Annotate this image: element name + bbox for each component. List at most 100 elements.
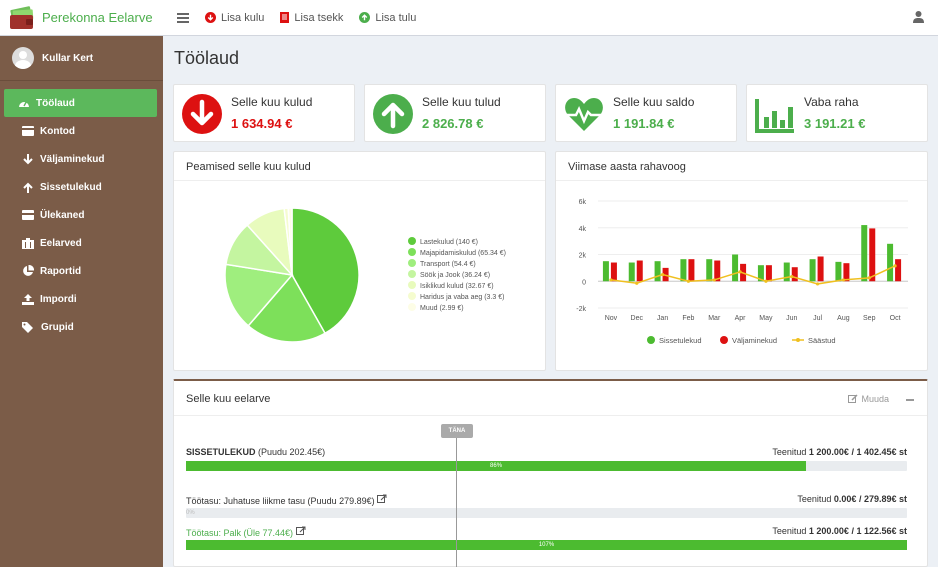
x-tick-label: Jan xyxy=(657,315,668,322)
expense-bar xyxy=(662,267,669,282)
app-logo[interactable]: Perekonna Eelarve xyxy=(0,0,163,36)
savings-point xyxy=(815,282,820,286)
x-tick-label: May xyxy=(759,315,773,322)
savings-point xyxy=(790,274,794,279)
pie-slice xyxy=(247,273,327,343)
external-link-icon[interactable] xyxy=(377,494,387,504)
income-bar xyxy=(654,261,661,282)
legend-marker xyxy=(408,248,416,256)
pie-slice xyxy=(291,207,360,335)
panel-title: Peamised selle kuu kulud xyxy=(174,152,545,181)
edit-icon xyxy=(848,394,858,403)
sidebar-item-sissetulekud[interactable]: Sissetulekud xyxy=(4,173,157,201)
expense-bar xyxy=(843,263,850,282)
sidebar-item-eelarved[interactable]: Eelarved xyxy=(4,229,157,257)
income-bar xyxy=(680,259,687,282)
info-box-free-money: Vaba raha 3 191.21 € xyxy=(746,84,928,142)
savings-line xyxy=(610,265,896,285)
expense-bar xyxy=(714,260,721,282)
legend-label: Haridus ja vaba aeg (3.3 €) xyxy=(420,294,504,301)
legend-label: Transport (54.4 €) xyxy=(420,261,476,268)
legend-marker xyxy=(647,336,655,344)
expense-pie-chart: Lastekulud (140 €) Majapidamiskulud (65.3… xyxy=(224,207,506,343)
add-expense-link[interactable]: Lisa kulu xyxy=(205,12,264,24)
today-line xyxy=(456,438,457,567)
tag-icon xyxy=(22,321,33,333)
avatar xyxy=(12,47,34,69)
legend-label: Söök ja Jook (36.24 €) xyxy=(420,272,490,279)
external-link-icon[interactable] xyxy=(295,526,306,536)
budget-progress-bar: 107% xyxy=(186,540,907,550)
budget-row-board-fee: Töötasu: Juhatuse liikme tasu (Puudu 279… xyxy=(186,494,907,506)
pie-icon xyxy=(23,265,34,276)
info-box-value: 2 826.78 € xyxy=(422,116,484,131)
expense-bar xyxy=(636,260,643,282)
plus-circle-icon xyxy=(359,12,371,23)
savings-point xyxy=(609,278,613,282)
expense-bar xyxy=(791,267,798,282)
income-bar xyxy=(732,254,739,282)
expense-bar xyxy=(895,259,902,282)
pie-slice xyxy=(224,263,294,327)
panel-title: Viimase aasta rahavoog xyxy=(556,152,927,181)
income-bar xyxy=(835,261,842,282)
income-bar xyxy=(628,262,635,282)
receipt-icon xyxy=(280,12,290,23)
savings-point xyxy=(738,270,742,274)
sidebar-menu: Töölaud Kontod Väljaminekud Sissetulekud… xyxy=(0,89,163,341)
legend-marker xyxy=(408,237,416,245)
sidebar-item-impordi[interactable]: Impordi xyxy=(4,285,157,313)
info-box-value: 1 634.94 € xyxy=(231,116,293,131)
info-box-value: 3 191.21 € xyxy=(804,116,866,131)
income-bar xyxy=(706,259,713,282)
card-icon xyxy=(22,126,34,136)
info-box-expenses: Selle kuu kulud 1 634.94 € xyxy=(173,84,355,142)
add-receipt-link[interactable]: Lisa tsekk xyxy=(280,12,343,24)
sidebar-item-kontod[interactable]: Kontod xyxy=(4,117,157,145)
user-icon[interactable] xyxy=(913,11,924,23)
arrow-down-icon xyxy=(23,153,33,164)
legend-marker xyxy=(408,303,416,311)
sidebar-item-toolaud[interactable]: Töölaud xyxy=(4,89,157,117)
y-tick-label: 0 xyxy=(582,279,586,286)
y-tick-label: -2k xyxy=(576,306,586,313)
legend-label: Sissetulekud xyxy=(659,336,702,345)
x-tick-label: Apr xyxy=(735,315,747,322)
sidebar-item-ulekaned[interactable]: Ülekaned xyxy=(4,201,157,229)
income-bar xyxy=(861,225,868,282)
sidebar-item-grupid[interactable]: Grupid xyxy=(4,313,157,341)
savings-point xyxy=(867,276,871,280)
x-tick-label: Jun xyxy=(786,315,797,322)
savings-point xyxy=(660,272,665,277)
info-box-label: Vaba raha xyxy=(804,95,859,109)
budget-row-income: SISSETULEKUD (Puudu 202.45€) Teenitud 1 … xyxy=(186,447,907,457)
sidebar-item-valjaminekud[interactable]: Väljaminekud xyxy=(4,145,157,173)
menu-toggle-icon[interactable] xyxy=(177,11,189,25)
cashflow-panel: Viimase aasta rahavoog 6k 4k 2k 0 -2k Nov Dec J… xyxy=(555,151,928,371)
add-income-link[interactable]: Lisa tulu xyxy=(359,12,416,24)
info-box-label: Selle kuu saldo xyxy=(613,95,695,109)
expense-bar xyxy=(688,259,695,282)
expense-bar xyxy=(610,262,617,282)
app-title: Perekonna Eelarve xyxy=(42,10,153,25)
budget-progress-bar: 86% xyxy=(186,461,907,471)
income-bar xyxy=(783,262,790,282)
info-box-value: 1 191.84 € xyxy=(613,116,675,131)
legend-marker xyxy=(408,259,416,267)
savings-point xyxy=(712,278,716,282)
pie-panel: Peamised selle kuu kulud Lastekulud (140… xyxy=(173,151,546,371)
upload-icon xyxy=(22,293,34,305)
savings-point xyxy=(841,278,846,282)
top-navbar: Lisa kulu Lisa tsekk Lisa tulu xyxy=(163,0,938,36)
income-bar xyxy=(757,265,764,282)
income-bar xyxy=(809,259,816,282)
sidebar-item-raportid[interactable]: Raportid xyxy=(4,257,157,285)
user-panel[interactable]: Kullar Kert xyxy=(0,36,163,81)
legend-label: Säästud xyxy=(808,336,836,345)
edit-budget-button[interactable]: Muuda xyxy=(848,394,889,404)
x-tick-label: Dec xyxy=(631,315,644,322)
collapse-icon[interactable] xyxy=(906,399,914,401)
y-tick-label: 2k xyxy=(579,253,587,260)
x-tick-label: Sep xyxy=(863,315,876,322)
legend-marker xyxy=(408,292,416,300)
